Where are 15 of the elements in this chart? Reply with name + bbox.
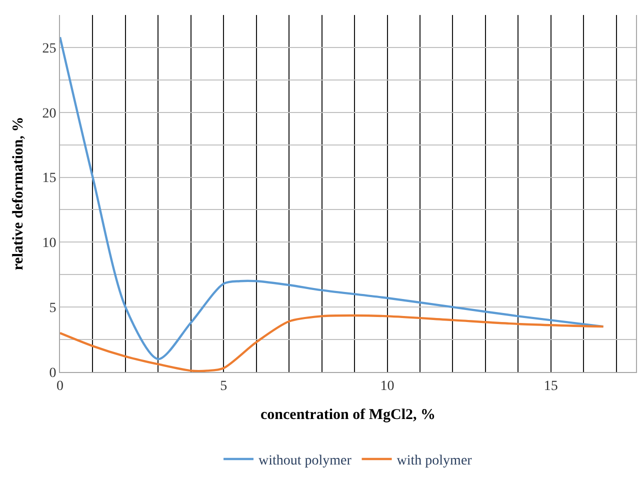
y-tick-label: 0	[49, 366, 56, 381]
y-tick-label: 5	[49, 300, 56, 316]
x-tick-label: 10	[380, 378, 394, 394]
x-tick-label: 15	[544, 378, 558, 394]
y-tick-label: 15	[42, 171, 56, 186]
y-tick-label: 20	[42, 106, 56, 122]
line-series	[60, 314, 604, 372]
y-tick-label: 25	[42, 41, 56, 56]
y-axis-title: relative deformation, %	[10, 116, 26, 270]
legend-label: without polymer	[258, 453, 352, 468]
line-series	[60, 36, 604, 360]
y-tick-label: 10	[42, 236, 56, 252]
x-axis-title: concentration of MgCl2, %	[260, 406, 436, 423]
legend-label: with polymer	[396, 453, 472, 468]
x-tick-label: 5	[220, 378, 228, 394]
